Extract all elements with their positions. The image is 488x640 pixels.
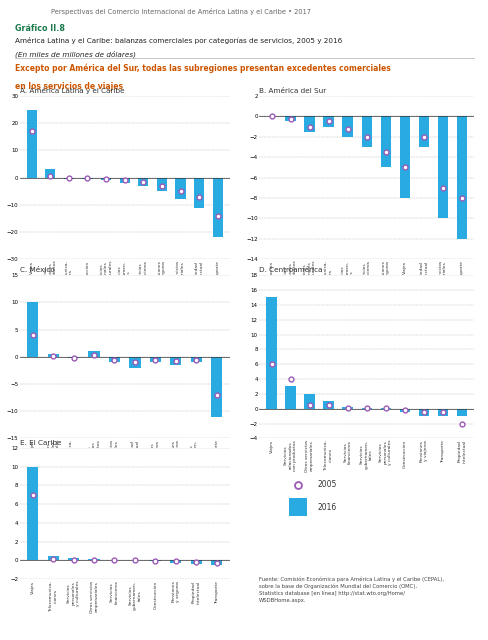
Bar xyxy=(27,302,39,356)
Bar xyxy=(285,387,295,409)
Bar xyxy=(109,559,120,561)
Bar xyxy=(361,116,371,147)
Bar xyxy=(437,116,447,218)
Bar xyxy=(190,356,202,362)
Bar xyxy=(210,561,222,565)
Text: Gráfico II.8: Gráfico II.8 xyxy=(15,24,64,33)
Bar xyxy=(129,356,140,367)
Bar xyxy=(26,109,37,177)
Bar xyxy=(138,177,148,186)
Text: B. América del Sur: B. América del Sur xyxy=(259,88,326,94)
Text: 2005: 2005 xyxy=(317,480,336,489)
Text: D. Centroamérica: D. Centroamérica xyxy=(259,268,322,273)
Text: Excepto por América del Sur, todas las subregiones presentan excedentes comercia: Excepto por América del Sur, todas las s… xyxy=(15,64,389,74)
Bar xyxy=(456,409,466,416)
Bar xyxy=(418,409,428,416)
Bar xyxy=(323,116,333,127)
Bar xyxy=(82,177,92,179)
Bar xyxy=(304,394,314,409)
Bar xyxy=(88,559,100,561)
Bar xyxy=(266,298,276,409)
Bar xyxy=(170,356,181,365)
Bar xyxy=(157,177,167,191)
Bar xyxy=(120,177,129,183)
Bar xyxy=(68,356,79,358)
Bar xyxy=(380,408,390,409)
Bar xyxy=(68,557,79,561)
Bar xyxy=(190,561,202,564)
Text: E. El Caribe: E. El Caribe xyxy=(20,440,61,446)
Text: Fuente: Comisión Económica para América Latina y el Caribe (CEPAL),
sobre la bas: Fuente: Comisión Económica para América … xyxy=(259,576,443,603)
Bar xyxy=(342,407,352,409)
Text: América Latina y el Caribe: balanzas comerciales por categorías de servicios, 20: América Latina y el Caribe: balanzas com… xyxy=(15,36,341,44)
Bar xyxy=(109,356,120,362)
Bar xyxy=(27,467,39,561)
Text: Perspectivas del Comercio Internacional de América Latina y el Caribe • 2017: Perspectivas del Comercio Internacional … xyxy=(51,8,310,15)
Bar xyxy=(63,177,74,179)
Bar xyxy=(149,356,161,362)
Bar xyxy=(47,556,59,561)
Bar xyxy=(175,177,185,200)
Bar xyxy=(210,356,222,417)
Bar xyxy=(129,559,140,561)
Text: en los servicios de viajes: en los servicios de viajes xyxy=(15,82,122,92)
Bar xyxy=(399,116,409,198)
Bar xyxy=(285,116,295,122)
Bar xyxy=(45,170,55,177)
Bar xyxy=(212,177,223,237)
Bar xyxy=(194,177,204,207)
Text: 2016: 2016 xyxy=(317,502,336,511)
Bar xyxy=(399,409,409,412)
Bar xyxy=(101,177,111,180)
Bar xyxy=(304,116,314,132)
Bar xyxy=(361,408,371,409)
Bar xyxy=(88,351,100,356)
Text: A. América Latina y el Caribe: A. América Latina y el Caribe xyxy=(20,87,124,94)
FancyBboxPatch shape xyxy=(289,498,306,516)
Bar xyxy=(170,561,181,563)
Bar xyxy=(418,116,428,147)
Bar xyxy=(380,116,390,168)
Bar xyxy=(323,401,333,409)
Text: (En miles de millones de dólares): (En miles de millones de dólares) xyxy=(15,51,135,58)
Text: Capítulo II: Capítulo II xyxy=(389,7,434,16)
Bar xyxy=(456,116,466,239)
Text: C. México: C. México xyxy=(20,268,54,273)
Bar xyxy=(342,116,352,137)
Bar xyxy=(47,354,59,356)
Bar xyxy=(437,409,447,416)
Text: 91: 91 xyxy=(464,7,474,16)
